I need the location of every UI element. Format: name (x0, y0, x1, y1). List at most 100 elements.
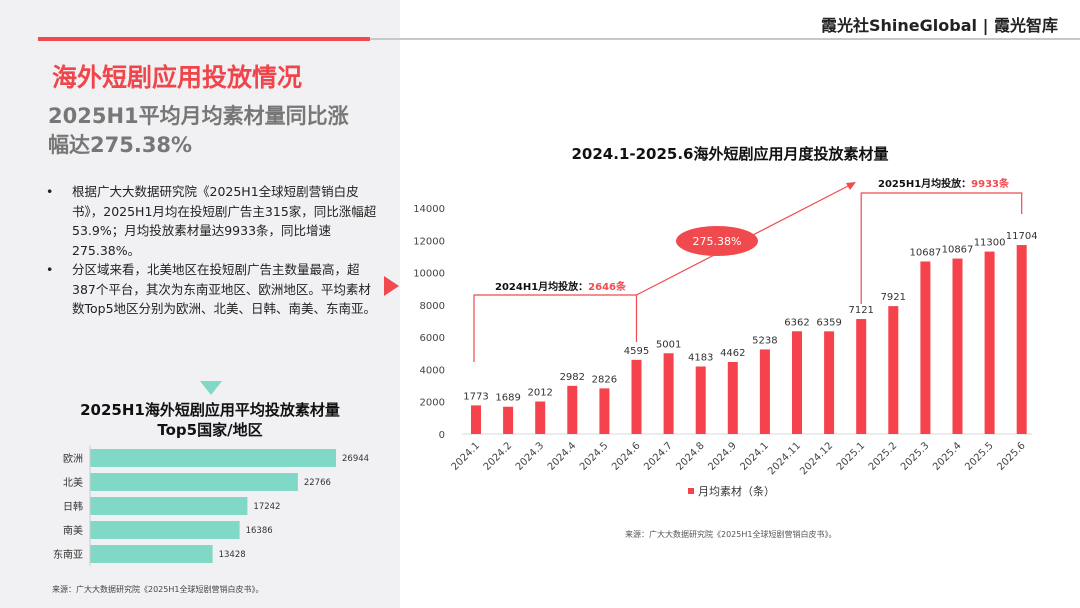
bar (727, 361, 738, 434)
category-label: 日韩 (63, 500, 83, 513)
data-label: 26944 (342, 454, 369, 464)
bar-chart: 0 2000 4000 6000 8000 10000 12000 14000 1773 2024… (413, 177, 1038, 498)
y-tick-label: 6000 (420, 333, 445, 344)
triangle-right-icon (384, 276, 399, 296)
data-label: 6362 (784, 317, 809, 328)
hbar-chart: 欧洲 26944 北美 22766 日韩 17242 南美 16386 东南亚 13428 (53, 445, 369, 566)
bar (984, 251, 995, 434)
bar (90, 521, 240, 539)
data-label: 13428 (219, 550, 246, 560)
bar (695, 366, 706, 434)
category-label: 南美 (63, 524, 83, 537)
y-tick-label: 4000 (420, 365, 445, 376)
x-tick-label: 2024.9 (706, 440, 739, 473)
data-label: 10867 (942, 245, 974, 256)
triangle-down-icon (200, 381, 222, 395)
data-label: 1773 (463, 391, 488, 402)
x-tick-label: 2024.11 (766, 440, 803, 477)
bar (663, 353, 674, 434)
source-note: 来源：广大大数据研究院《2025H1全球短剧营销白皮书》。 (52, 585, 264, 594)
category-label: 东南亚 (53, 548, 83, 561)
bar (567, 385, 578, 434)
bullet-item: 根据广大大数据研究院《2025H1全球短剧营销白皮书》，2025H1月均在投短剧… (42, 182, 382, 260)
bar (824, 331, 835, 434)
y-tick-label: 2000 (420, 398, 445, 409)
x-tick-label: 2025.6 (995, 440, 1028, 473)
y-tick-label: 12000 (413, 236, 445, 247)
x-tick-label: 2025.1 (835, 440, 868, 473)
bar (503, 406, 514, 434)
bar (471, 405, 481, 434)
annotation-value: 2646条 (588, 280, 627, 293)
divider-line (370, 38, 1080, 40)
hbar-title-line: Top5国家/地区 (157, 421, 263, 439)
bar (631, 359, 642, 434)
data-label: 7921 (881, 292, 906, 303)
bar (90, 497, 248, 515)
data-label: 2012 (527, 388, 552, 399)
data-label: 6359 (816, 317, 841, 328)
x-tick-label: 2024.3 (514, 440, 547, 473)
bar (920, 261, 931, 434)
x-tick-label: 2025.5 (963, 440, 996, 473)
x-tick-label: 2024.6 (610, 440, 643, 473)
data-label: 2826 (592, 374, 617, 385)
bar (90, 473, 298, 491)
data-label: 2982 (560, 372, 585, 383)
bar (952, 258, 963, 434)
data-label: 11300 (974, 238, 1006, 249)
bar (90, 449, 336, 467)
x-tick-label: 2024.1 (738, 440, 771, 473)
data-label: 4595 (624, 346, 649, 357)
y-tick-label: 8000 (420, 301, 445, 312)
page-title: 海外短剧应用投放情况 (52, 63, 303, 92)
annotation-label: 2024H1月均投放： (495, 280, 588, 293)
x-tick-label: 2024.2 (482, 440, 515, 473)
bar (856, 319, 867, 434)
bullet-list: 根据广大大数据研究院《2025H1全球短剧营销白皮书》，2025H1月均在投短剧… (42, 182, 382, 319)
bullet-item: 分区域来看，北美地区在投短剧广告主数量最高，超387个平台，其次为东南亚地区、欧… (42, 260, 382, 319)
x-tick-label: 2024.8 (674, 440, 707, 473)
accent-line (38, 37, 370, 41)
bar (1016, 245, 1027, 434)
y-tick-label: 10000 (413, 269, 445, 280)
x-tick-label: 2025.3 (899, 440, 932, 473)
page-subtitle: 2025H1平均月均素材量同比涨幅达275.38% (48, 104, 349, 157)
bar (759, 349, 770, 434)
legend-swatch (688, 488, 694, 494)
y-tick-label: 0 (439, 430, 445, 441)
hbar-title-line: 2025H1海外短剧应用平均投放素材量 (80, 401, 340, 419)
x-tick-label: 2025.4 (931, 440, 964, 473)
bar (535, 401, 546, 434)
data-label: 10687 (909, 247, 941, 258)
annotation-2025h1: 2025H1月均投放：9933条 (878, 177, 1010, 190)
bar (792, 331, 802, 434)
annotation-value: 9933条 (971, 177, 1010, 190)
data-label: 5238 (752, 335, 777, 346)
arrow-head-icon (846, 182, 856, 190)
data-label: 4462 (720, 348, 745, 359)
data-label: 16386 (246, 526, 273, 536)
legend-label: 月均素材（条） (698, 484, 775, 498)
data-label: 22766 (304, 478, 331, 488)
bracket-2024h1 (473, 294, 638, 362)
data-label: 5001 (656, 339, 681, 350)
category-label: 北美 (63, 476, 83, 489)
bar (599, 388, 610, 434)
bar (888, 306, 899, 434)
bracket-2025h1 (860, 192, 1023, 304)
bar (90, 545, 213, 563)
x-tick-label: 2024.1 (450, 440, 483, 473)
source-note: 来源：广大大数据研究院《2025H1全球短剧营销白皮书》。 (625, 530, 837, 539)
logo: 霞光社ShineGlobal | 霞光智库 (821, 16, 1058, 35)
data-label: 7121 (848, 305, 873, 316)
category-label: 欧洲 (63, 453, 83, 465)
x-tick-label: 2024.4 (546, 440, 579, 473)
y-tick-label: 14000 (413, 204, 445, 215)
hbar-chart-title: 2025H1海外短剧应用平均投放素材量 Top5国家/地区 (40, 400, 380, 440)
x-tick-label: 2024.12 (798, 440, 835, 477)
annotation-label: 2025H1月均投放： (878, 177, 971, 190)
growth-badge (676, 226, 758, 256)
x-tick-label: 2024.5 (578, 440, 611, 473)
data-label: 11704 (1006, 231, 1038, 242)
